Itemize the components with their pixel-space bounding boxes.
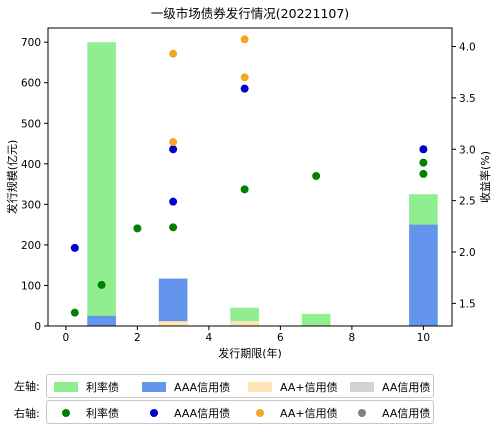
point-2-1 bbox=[169, 49, 178, 58]
bar-1-0 bbox=[87, 315, 116, 326]
x-axis-label: 发行期限(年) bbox=[218, 346, 282, 360]
y-axis-left-label: 发行规模(亿元) bbox=[5, 140, 19, 215]
legend-right-prefix: 右轴: bbox=[14, 407, 40, 420]
y-right-tick-label-2: 2.5 bbox=[459, 196, 476, 208]
bar-0-0 bbox=[87, 42, 116, 326]
bar-2-1 bbox=[230, 321, 259, 326]
point-2-3 bbox=[240, 35, 249, 44]
legend-label: AA信用债 bbox=[382, 407, 431, 420]
bar-1-3 bbox=[409, 224, 438, 326]
y-left-tick-label-5: 500 bbox=[21, 118, 41, 130]
legend-label: AAA信用债 bbox=[174, 407, 231, 420]
legend-swatch bbox=[142, 382, 166, 392]
x-axis: 0 2 4 6 8 10 bbox=[63, 326, 430, 344]
x-tick-label-1: 2 bbox=[134, 332, 141, 344]
y-right-tick-label-3: 3.0 bbox=[459, 144, 476, 156]
legend-dot bbox=[62, 409, 70, 417]
legend-right-box bbox=[46, 400, 434, 424]
point-1-2 bbox=[169, 145, 178, 154]
legend-left-prefix: 左轴: bbox=[14, 380, 40, 393]
chart-title: 一级市场债券发行情况(20221107) bbox=[151, 6, 349, 21]
y-left-tick-label-1: 100 bbox=[21, 280, 41, 292]
legend-swatch bbox=[248, 382, 272, 392]
y-axis-right: 1.5 2.0 2.5 3.0 3.5 4.0 bbox=[452, 41, 476, 310]
point-0-4 bbox=[240, 185, 249, 194]
legend-right-item-1: AAA信用债 bbox=[142, 405, 230, 421]
legend-right-item-0: 利率债 bbox=[54, 405, 119, 421]
x-tick-label-2: 4 bbox=[206, 332, 213, 344]
point-0-1 bbox=[97, 280, 106, 289]
bar-0-3 bbox=[301, 313, 331, 326]
point-0-7 bbox=[419, 158, 428, 167]
legend-dot bbox=[150, 409, 158, 417]
point-2-0 bbox=[169, 138, 178, 147]
bars-layer bbox=[87, 42, 438, 326]
y-left-tick-label-0: 0 bbox=[34, 321, 41, 333]
point-0-6 bbox=[419, 169, 428, 178]
x-tick-label-0: 0 bbox=[63, 332, 70, 344]
point-0-0 bbox=[70, 308, 79, 317]
point-0-5 bbox=[312, 171, 321, 180]
y-right-tick-label-5: 4.0 bbox=[459, 41, 476, 53]
legend-label: AAA信用债 bbox=[174, 381, 231, 394]
x-tick-label-3: 6 bbox=[277, 332, 284, 344]
legend-label: 利率债 bbox=[86, 407, 119, 420]
point-0-3 bbox=[169, 223, 178, 232]
y-left-tick-label-2: 200 bbox=[21, 240, 41, 252]
bar-1-1 bbox=[158, 278, 188, 326]
y-left-tick-label-4: 400 bbox=[21, 159, 41, 171]
y-left-tick-label-6: 600 bbox=[21, 78, 41, 90]
point-1-1 bbox=[169, 197, 178, 206]
legend-left-item-0: 利率债 bbox=[54, 379, 119, 395]
y-right-tick-label-4: 3.5 bbox=[459, 93, 476, 105]
legend-dot bbox=[358, 409, 366, 417]
point-1-3 bbox=[240, 84, 249, 93]
legend-left-box bbox=[46, 374, 434, 398]
y-left-tick-label-3: 300 bbox=[21, 199, 41, 211]
plot-frame bbox=[47, 27, 453, 327]
x-tick-label-4: 8 bbox=[349, 332, 356, 344]
bar-2-0 bbox=[158, 321, 188, 326]
legend-dot bbox=[256, 409, 264, 417]
legend-swatch bbox=[350, 382, 374, 392]
y-left-tick-label-7: 700 bbox=[21, 37, 41, 49]
y-axis-right-label: 收益率(%) bbox=[478, 151, 492, 203]
legend-label: 利率债 bbox=[86, 381, 119, 394]
legend-right-item-2: AA+信用债 bbox=[248, 405, 338, 421]
y-right-tick-label-1: 2.0 bbox=[459, 247, 476, 259]
legend-left-item-3: AA信用债 bbox=[350, 379, 430, 395]
y-right-tick-label-0: 1.5 bbox=[459, 298, 476, 310]
scatter-layer bbox=[70, 35, 428, 317]
legend-swatch bbox=[54, 382, 78, 392]
legend-left-item-2: AA+信用债 bbox=[248, 379, 338, 395]
point-1-0 bbox=[70, 243, 79, 252]
legend-left-item-1: AAA信用债 bbox=[142, 379, 230, 395]
point-1-4 bbox=[419, 145, 428, 154]
legend-label: AA+信用债 bbox=[280, 407, 338, 420]
legend-label: AA+信用债 bbox=[280, 381, 338, 394]
legend-right-item-3: AA信用债 bbox=[350, 405, 430, 421]
point-0-2 bbox=[133, 224, 142, 233]
point-2-2 bbox=[240, 73, 249, 82]
x-tick-label-5: 10 bbox=[417, 332, 430, 344]
y-axis-left: 0 100 200 300 400 500 600 700 bbox=[21, 37, 48, 333]
legend-label: AA信用债 bbox=[382, 381, 431, 394]
